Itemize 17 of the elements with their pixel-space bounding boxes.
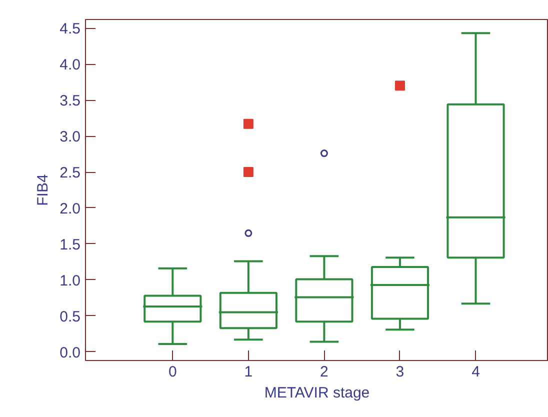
x-tick-label: 3 — [396, 364, 404, 380]
y-axis-title: FIB4 — [34, 174, 52, 206]
y-tick-label: 0.0 — [60, 344, 81, 362]
x-tick-label: 4 — [472, 364, 480, 380]
x-tick-label: 1 — [244, 364, 253, 380]
y-tick-label: 0.5 — [60, 308, 81, 326]
y-tick-label: 2.5 — [60, 164, 81, 182]
y-tick-label: 1.0 — [60, 272, 81, 290]
y-tick-label: 4.5 — [60, 20, 81, 38]
y-tick-label: 3.5 — [60, 92, 81, 110]
y-tick-label: 1.5 — [60, 236, 81, 254]
y-tick-label: 2.0 — [60, 200, 81, 218]
x-tick-label: 2 — [320, 364, 328, 380]
y-tick-label: 3.0 — [60, 128, 81, 146]
y-tick-label: 4.0 — [60, 56, 81, 74]
x-tick-label: 0 — [168, 364, 177, 380]
x-axis-title: METAVIR stage — [264, 384, 370, 402]
